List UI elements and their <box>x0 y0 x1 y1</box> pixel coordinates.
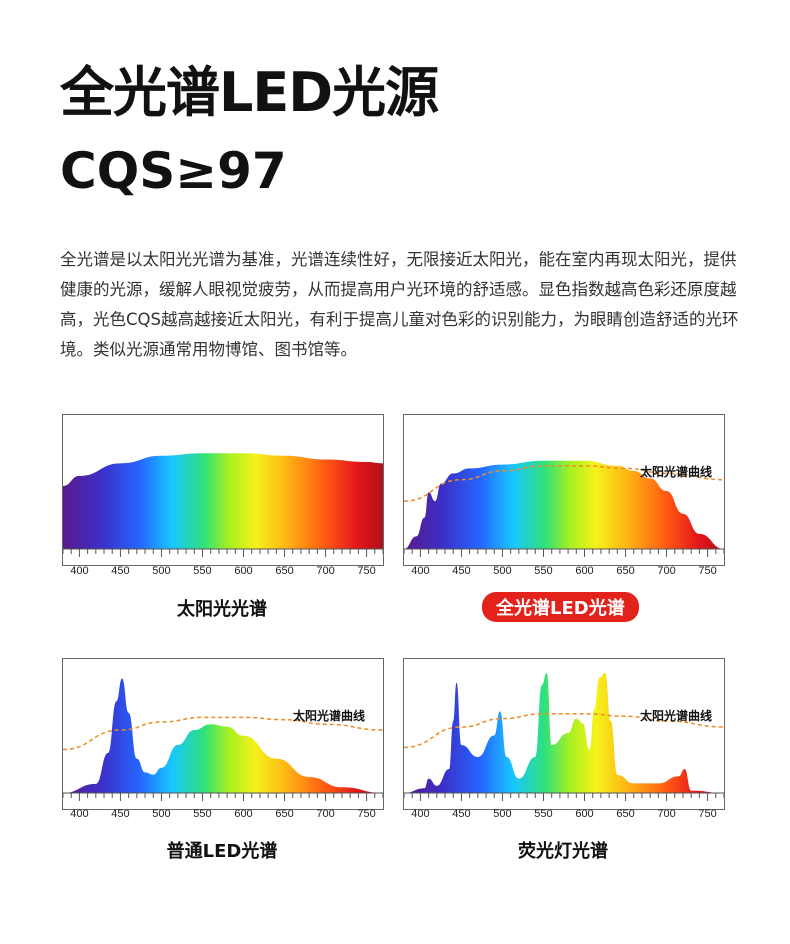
x-tick-label: 500 <box>152 565 171 577</box>
page-title: 全光谱LED光源 <box>60 61 439 124</box>
x-tick-label: 750 <box>698 565 717 577</box>
x-axis-labels: 400 450 500 550 600 650 700 750 <box>62 808 382 826</box>
chart-panel-full-spectrum-led: 太阳光谱曲线 <box>403 414 725 566</box>
caption-sunlight: 太阳光光谱 <box>177 599 267 620</box>
x-tick-label: 400 <box>411 808 430 820</box>
x-tick-label: 700 <box>657 565 676 577</box>
x-tick-label: 550 <box>193 808 212 820</box>
caption-full-spectrum-led-badge: 全光谱LED光谱 <box>482 592 639 622</box>
spectrum-chart-sunlight <box>63 453 383 557</box>
sunlight-reference-curve <box>63 716 383 751</box>
chart-panel-sunlight <box>62 414 384 566</box>
x-tick-label: 650 <box>616 808 635 820</box>
x-tick-label: 600 <box>234 808 253 820</box>
curve-label: 太阳光谱曲线 <box>639 465 712 479</box>
spectrum-area <box>63 678 383 793</box>
spectrum-area <box>63 453 383 549</box>
x-tick-label: 500 <box>152 808 171 820</box>
sunlight-reference-curve <box>404 713 724 749</box>
x-tick-label: 650 <box>616 565 635 577</box>
chart-panel-normal-led: 太阳光谱曲线 <box>62 658 384 810</box>
x-tick-label: 700 <box>316 808 335 820</box>
x-tick-label: 650 <box>275 565 294 577</box>
description-paragraph: 全光谱是以太阳光光谱为基准，光谱连续性好，无限接近太阳光，能在室内再现太阳光，提… <box>60 250 739 359</box>
chart-panel-fluorescent: 太阳光谱曲线 <box>403 658 725 810</box>
page-subtitle: CQS≥97 <box>60 142 287 200</box>
curve-label: 太阳光谱曲线 <box>639 709 712 723</box>
x-tick-label: 700 <box>316 565 335 577</box>
x-tick-label: 750 <box>357 808 376 820</box>
x-tick-label: 600 <box>575 808 594 820</box>
x-tick-label: 500 <box>493 565 512 577</box>
x-tick-label: 600 <box>575 565 594 577</box>
caption-fluorescent: 荧光灯光谱 <box>518 841 608 862</box>
caption-normal-led: 普通LED光谱 <box>166 841 278 862</box>
sunlight-reference-curve <box>404 465 724 502</box>
x-tick-label: 750 <box>357 565 376 577</box>
x-tick-label: 600 <box>234 565 253 577</box>
x-axis-labels: 400 450 500 550 600 650 700 750 <box>403 565 723 583</box>
x-tick-label: 450 <box>111 808 130 820</box>
x-tick-label: 750 <box>698 808 717 820</box>
spectrum-chart-full-spectrum-led <box>404 460 724 557</box>
x-tick-label: 450 <box>111 565 130 577</box>
x-tick-label: 650 <box>275 808 294 820</box>
x-tick-label: 400 <box>411 565 430 577</box>
x-tick-label: 550 <box>193 565 212 577</box>
x-tick-label: 550 <box>534 808 553 820</box>
spectrum-area <box>404 673 724 793</box>
x-tick-label: 500 <box>493 808 512 820</box>
x-tick-label: 400 <box>70 808 89 820</box>
x-axis-labels: 400 450 500 550 600 650 700 750 <box>62 565 382 583</box>
curve-label: 太阳光谱曲线 <box>292 709 365 723</box>
x-axis-labels: 400 450 500 550 600 650 700 750 <box>403 808 723 826</box>
spectrum-chart-fluorescent <box>404 673 724 801</box>
spectrum-chart-normal-led <box>63 678 383 801</box>
x-tick-label: 450 <box>452 565 471 577</box>
x-tick-label: 400 <box>70 565 89 577</box>
x-tick-label: 450 <box>452 808 471 820</box>
spectrum-area <box>404 460 724 549</box>
x-tick-label: 550 <box>534 565 553 577</box>
x-tick-label: 700 <box>657 808 676 820</box>
